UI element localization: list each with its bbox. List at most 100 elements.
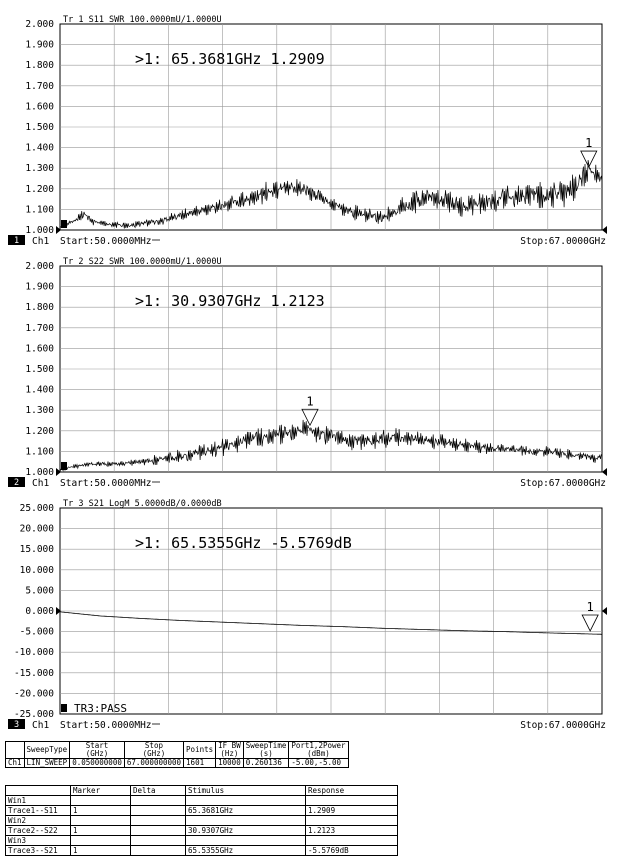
y-tick-label: 1.900 <box>25 282 54 293</box>
start-frequency: Start:50.0000MHz <box>60 478 152 489</box>
y-tick-label: 10.000 <box>20 565 55 576</box>
y-tick-label: 1.600 <box>25 343 54 354</box>
marker-cell <box>130 825 186 836</box>
y-tick-label: 1.700 <box>25 323 54 334</box>
marker-cell <box>185 835 306 846</box>
y-tick-label: 2.000 <box>25 19 54 30</box>
channel-number-badge <box>8 719 25 729</box>
marker-cell <box>70 795 131 806</box>
marker-cell: Win1 <box>5 795 71 806</box>
marker-header-cell <box>5 785 71 796</box>
marker-row: Trace2--S22 1 30.9307GHz 1.2123 <box>5 825 398 836</box>
channel-number-badge <box>8 235 25 245</box>
settings-cell: 67.000000000 <box>123 758 185 768</box>
marker-cell: 65.5355GHz <box>185 845 306 856</box>
stop-frequency: Stop:67.0000GHz <box>520 720 606 731</box>
marker-row: Win2 <box>5 815 398 826</box>
marker-cell: Trace1--S11 <box>5 805 71 816</box>
marker-cell: 65.3681GHz <box>185 805 306 816</box>
y-tick-label: 1.500 <box>25 122 54 133</box>
marker-row: Trace3--S21 1 65.5355GHz -5.5769dB <box>5 845 398 856</box>
settings-header-cell: SweepType <box>23 741 71 759</box>
y-tick-label: 1.000 <box>25 225 54 236</box>
trace-line <box>59 611 602 635</box>
reference-arrow-left <box>56 226 61 234</box>
y-tick-label: 1.400 <box>25 143 54 154</box>
marker-cell <box>130 845 186 856</box>
reference-arrow-left <box>56 468 61 476</box>
marker-table: Marker Delta Stimulus Response Win1 Trac… <box>5 785 398 856</box>
y-tick-label: 1.300 <box>25 163 54 174</box>
marker-cell: Win3 <box>5 835 71 846</box>
marker-cell <box>305 815 398 826</box>
marker-cell: 1.2123 <box>305 825 398 836</box>
reference-arrow-right <box>602 468 607 476</box>
y-tick-label: 1.600 <box>25 101 54 112</box>
y-tick-label: -15.000 <box>14 668 54 679</box>
y-tick-label: 1.100 <box>25 204 54 215</box>
y-tick-label: 25.000 <box>20 503 55 514</box>
active-trace-indicator <box>61 462 67 470</box>
settings-cell: 0.260136 <box>242 758 290 768</box>
reference-arrow-right <box>602 226 607 234</box>
channel-number: 3 <box>14 720 19 730</box>
vna-plots: 2.000 1.900 1.800 1.700 1.600 1.500 1.400 1.300… <box>8 15 607 731</box>
marker-header-row: Marker Delta Stimulus Response <box>5 785 398 796</box>
y-tick-label: -20.000 <box>14 688 54 699</box>
marker-cell <box>130 835 186 846</box>
marker-readout: >1: 65.3681GHz 1.2909 <box>135 50 325 68</box>
marker-cell: 1.2909 <box>305 805 398 816</box>
y-tick-label: 1.300 <box>25 405 54 416</box>
channel-number: 2 <box>14 478 19 488</box>
y-tick-label: -5.000 <box>20 627 55 638</box>
channel-number: 1 <box>14 236 19 246</box>
marker-row: Trace1--S11 1 65.3681GHz 1.2909 <box>5 805 398 816</box>
settings-cell: Ch1 <box>5 758 25 768</box>
reference-arrow-left <box>56 607 61 615</box>
settings-row: Ch1 LIN_SWEEP 0.050000000 67.000000000 1… <box>5 758 349 768</box>
settings-header-row: SweepType Start (GHz) Stop (GHz) Points … <box>5 741 349 759</box>
marker-cell <box>305 835 398 846</box>
settings-header-cell: SweepTime (s) <box>242 741 290 759</box>
trace-line <box>59 419 603 472</box>
settings-header-cell <box>5 741 25 759</box>
marker-header-cell: Response <box>305 785 398 796</box>
stop-frequency: Stop:67.0000GHz <box>520 478 606 489</box>
y-tick-label: 20.000 <box>20 524 55 535</box>
marker-triangle <box>301 408 319 427</box>
y-tick-label: 15.000 <box>20 544 55 555</box>
marker-readout: >1: 30.9307GHz 1.2123 <box>135 292 325 310</box>
y-tick-label: 1.200 <box>25 426 54 437</box>
y-tick-label: -10.000 <box>14 647 54 658</box>
active-trace-indicator <box>61 220 67 228</box>
marker-cell <box>70 815 131 826</box>
marker-cell <box>185 795 306 806</box>
marker-cell <box>305 795 398 806</box>
marker-cell: -5.5769dB <box>305 845 398 856</box>
settings-header-cell: Points <box>183 741 217 759</box>
settings-header-cell: IF BW (Hz) <box>215 741 244 759</box>
settings-header-cell: Stop (GHz) <box>123 741 185 759</box>
y-tick-label: 1.500 <box>25 364 54 375</box>
marker-row: Win3 <box>5 835 398 846</box>
trace-title: Tr 1 S11 SWR 100.0000mU/1.0000U <box>63 15 222 25</box>
marker-number: 1 <box>585 136 592 150</box>
y-tick-label: 1.100 <box>25 446 54 457</box>
marker-cell <box>130 805 186 816</box>
channel-label: Ch1 <box>32 478 49 489</box>
start-frequency: Start:50.0000MHz <box>60 236 152 247</box>
trace-title: Tr 2 S22 SWR 100.0000mU/1.0000U <box>63 257 222 267</box>
marker-cell: Trace3--S21 <box>5 845 71 856</box>
marker-row: Win1 <box>5 795 398 806</box>
y-tick-label: 2.000 <box>25 261 54 272</box>
marker-readout: >1: 65.5355GHz -5.5769dB <box>135 534 352 552</box>
settings-cell: -5.00,-5.00 <box>288 758 349 768</box>
settings-cell: 10000 <box>215 758 244 768</box>
y-tick-label: 1.000 <box>25 467 54 478</box>
trace-line <box>59 159 603 229</box>
sweep-settings-table: SweepType Start (GHz) Stop (GHz) Points … <box>5 741 349 768</box>
marker-cell: Win2 <box>5 815 71 826</box>
reference-arrow-right <box>602 607 607 615</box>
marker-header-cell: Stimulus <box>185 785 306 796</box>
trace-title: Tr 3 S21 LogM 5.0000dB/0.0000dB <box>63 499 222 509</box>
